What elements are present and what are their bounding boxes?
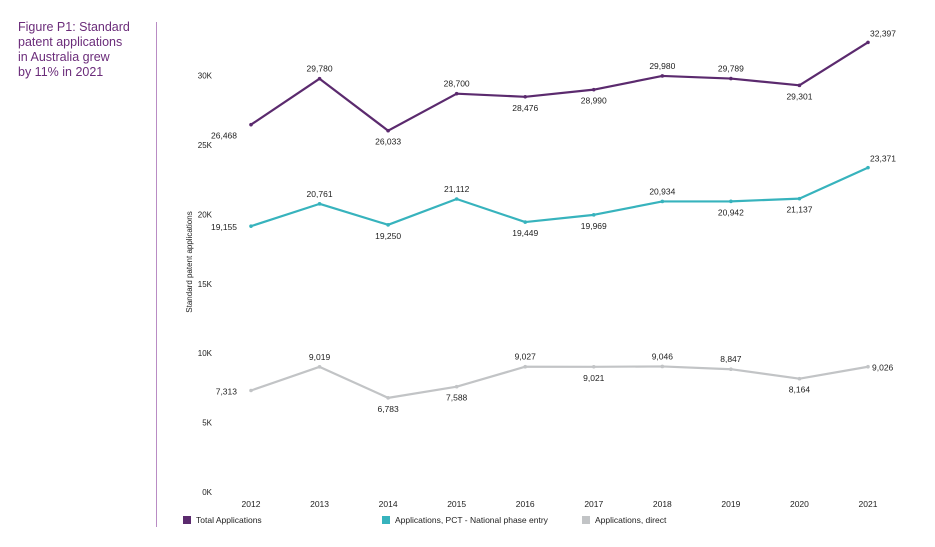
y-tick-label: 0K [202, 488, 212, 497]
legend-swatch-direct [582, 516, 590, 524]
caption-line: patent applications [18, 35, 123, 49]
data-point [523, 220, 528, 224]
data-label: 8,164 [789, 385, 811, 395]
x-tick-label: 2019 [721, 499, 740, 509]
legend-item-total: Total Applications [183, 515, 262, 525]
data-label: 6,783 [377, 404, 399, 414]
data-point [729, 76, 733, 81]
legend-label-total: Total Applications [196, 515, 262, 525]
x-tick-label: 2017 [584, 499, 603, 509]
data-point [386, 396, 390, 400]
legend-item-pct: Applications, PCT - National phase entry [382, 515, 548, 525]
data-label: 9,026 [872, 363, 894, 373]
data-point [249, 122, 253, 127]
figure-caption: Figure P1: Standard patent applications … [18, 20, 146, 80]
data-label: 29,980 [649, 61, 675, 71]
data-point [660, 199, 665, 204]
data-label: 19,250 [375, 231, 401, 241]
data-point [454, 91, 459, 96]
caption-divider [156, 22, 157, 527]
data-point [523, 94, 528, 99]
series-line-0 [250, 41, 869, 132]
y-tick-label: 15K [198, 280, 213, 289]
data-point [591, 213, 596, 217]
data-label: 23,371 [870, 154, 896, 164]
data-label: 7,313 [216, 387, 238, 397]
caption-line: in Australia grew [18, 50, 110, 64]
data-label: 21,112 [444, 184, 470, 194]
data-label: 26,468 [211, 131, 237, 141]
data-point [591, 364, 596, 369]
x-tick-label: 2014 [379, 499, 398, 509]
y-tick-label: 5K [202, 419, 212, 428]
y-axis-title: Standard patent applications [185, 211, 194, 312]
legend-label-direct: Applications, direct [595, 515, 667, 525]
data-point [729, 367, 733, 372]
data-label: 28,476 [512, 103, 538, 113]
data-label: 29,301 [786, 91, 812, 101]
data-label: 28,700 [444, 79, 470, 89]
data-label: 8,847 [720, 354, 742, 364]
data-point [454, 197, 459, 201]
data-point [866, 165, 870, 170]
data-point [797, 83, 802, 88]
data-label: 28,990 [581, 96, 607, 106]
data-label: 9,046 [652, 351, 674, 361]
data-point [317, 76, 322, 81]
data-label: 9,027 [515, 352, 537, 362]
x-tick-label: 2016 [516, 499, 535, 509]
data-label: 9,021 [583, 373, 605, 383]
data-label: 20,761 [307, 189, 333, 199]
x-tick-label: 2020 [790, 499, 809, 509]
data-label: 20,934 [649, 186, 675, 196]
data-point [797, 376, 802, 381]
data-label: 19,969 [581, 221, 607, 231]
x-tick-label: 2012 [242, 499, 261, 509]
y-tick-label: 25K [198, 141, 213, 150]
data-label: 29,789 [718, 64, 744, 74]
data-point [660, 74, 665, 78]
data-point [866, 40, 870, 45]
caption-line: Figure P1: Standard [18, 20, 130, 34]
y-tick-label: 20K [198, 210, 213, 219]
data-point [317, 365, 322, 369]
data-label: 29,780 [307, 64, 333, 74]
data-point [317, 202, 322, 206]
data-label: 9,019 [309, 352, 331, 362]
data-point [729, 199, 733, 204]
data-point [591, 87, 596, 92]
data-label: 7,588 [446, 393, 468, 403]
caption-line: by 11% in 2021 [18, 65, 104, 79]
y-tick-label: 10K [198, 349, 213, 358]
data-point [386, 128, 390, 133]
legend-swatch-pct [382, 516, 390, 524]
x-tick-label: 2013 [310, 499, 329, 509]
data-label: 26,033 [375, 137, 401, 147]
x-tick-label: 2018 [653, 499, 672, 509]
data-point [249, 388, 253, 393]
data-label: 32,397 [870, 28, 896, 38]
data-point [249, 224, 253, 228]
x-tick-label: 2021 [859, 499, 878, 509]
data-point [866, 364, 870, 369]
data-label: 21,137 [786, 205, 812, 215]
data-point [386, 223, 390, 227]
series-line-1 [250, 166, 869, 228]
series-line-2 [250, 365, 869, 399]
data-label: 19,449 [512, 228, 538, 238]
data-point [523, 364, 528, 369]
legend-item-direct: Applications, direct [582, 515, 666, 525]
data-label: 19,155 [211, 222, 237, 232]
y-tick-label: 30K [198, 72, 213, 81]
data-point [797, 196, 802, 201]
legend-swatch-total [183, 516, 191, 524]
data-point [454, 384, 459, 389]
x-tick-label: 2015 [447, 499, 466, 509]
legend-label-pct: Applications, PCT - National phase entry [395, 515, 548, 525]
data-point [660, 364, 665, 369]
data-label: 20,942 [718, 207, 744, 217]
